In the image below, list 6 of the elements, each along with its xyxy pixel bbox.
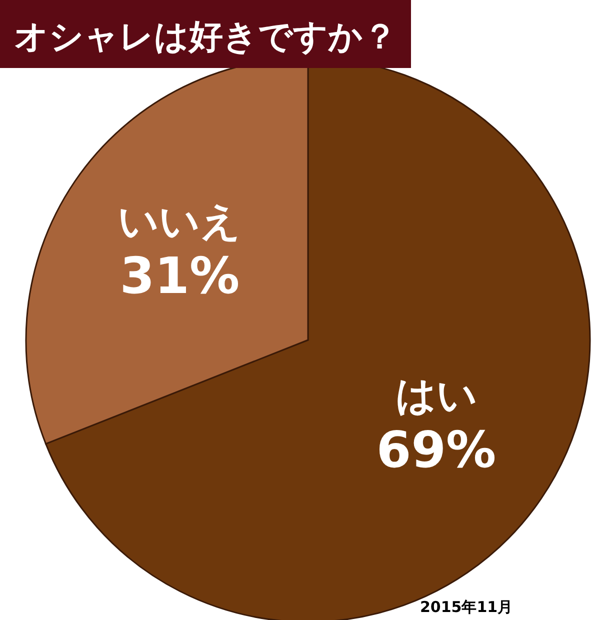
chart-title: オシャレは好きですか？ xyxy=(14,17,397,57)
slice-label: はい xyxy=(395,373,478,420)
data-label: 31% xyxy=(120,246,240,305)
data-label: 69% xyxy=(376,421,496,480)
slice-label: いいえ xyxy=(118,198,242,245)
text: 2015年11月 xyxy=(420,598,513,616)
